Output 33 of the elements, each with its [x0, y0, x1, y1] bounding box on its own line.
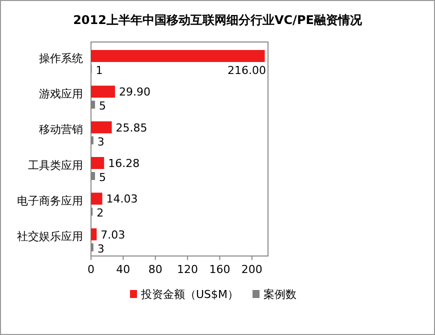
- data-label: 29.90: [119, 86, 151, 99]
- bar: [91, 121, 112, 134]
- y-tick-label: 操作系统: [39, 52, 83, 65]
- bar: [91, 50, 265, 62]
- data-label: 3: [97, 135, 104, 148]
- data-label: 3: [97, 242, 104, 256]
- data-label: 5: [99, 100, 106, 113]
- bar: [91, 228, 97, 240]
- x-tick-label: 120: [177, 263, 198, 276]
- y-tick-label: 移动营销: [39, 123, 83, 136]
- x-tick-label: 80: [148, 263, 162, 276]
- data-label: 1: [96, 64, 103, 77]
- bar: [91, 86, 116, 98]
- y-tick-label: 电子商务应用: [17, 194, 83, 208]
- y-tick-label: 游戏应用: [39, 88, 83, 100]
- x-tick-label: 0: [88, 263, 94, 276]
- legend-label: 投资金额（US$M）: [140, 288, 239, 301]
- data-label: 5: [99, 171, 106, 184]
- data-label: 16.28: [108, 157, 140, 170]
- data-label: 14.03: [106, 192, 138, 206]
- bar: [91, 192, 102, 205]
- y-tick-label: 工具类应用: [28, 158, 83, 172]
- data-label: 25.85: [116, 121, 148, 134]
- x-tick-label: 160: [209, 263, 230, 276]
- data-label: 2: [96, 206, 104, 220]
- data-label: 216.00: [228, 64, 266, 77]
- legend-label: 案例数: [264, 288, 297, 301]
- x-tick-label: 200: [241, 263, 262, 276]
- data-label: 7.03: [100, 228, 126, 242]
- y-tick-label: 社交娱乐应用: [17, 230, 83, 244]
- x-tick-label: 40: [116, 263, 130, 276]
- chart-title: 2012上半年中国移动互联网细分行业VC/PE融资情况: [73, 13, 363, 27]
- bar: [91, 157, 104, 169]
